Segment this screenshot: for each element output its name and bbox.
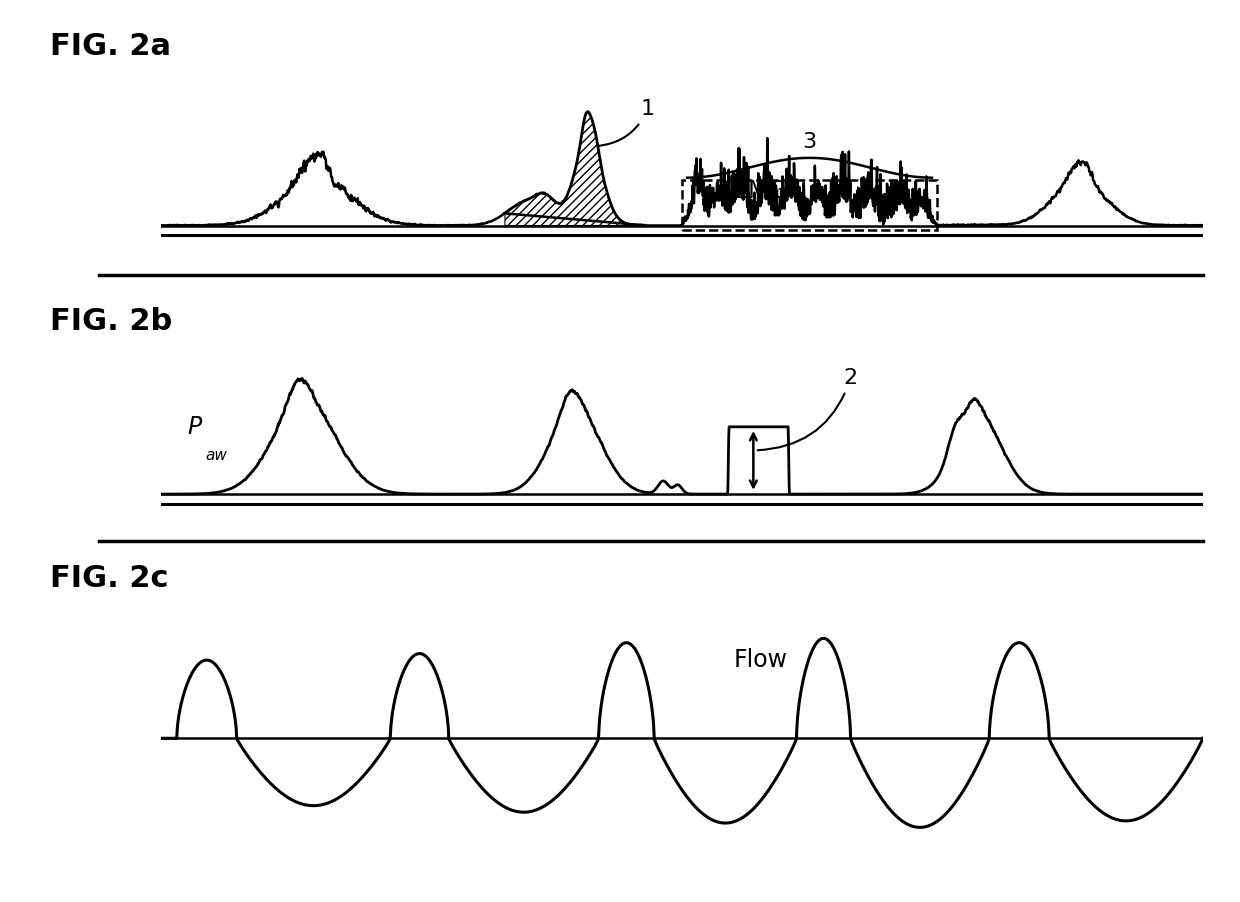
Bar (682, 180, 937, 230)
Text: aw: aw (205, 447, 227, 463)
Text: Flow: Flow (734, 648, 789, 672)
Text: FIG. 2c: FIG. 2c (50, 564, 169, 593)
Text: 1: 1 (599, 99, 655, 146)
Text: FIG. 2b: FIG. 2b (50, 307, 172, 336)
Text: 3: 3 (802, 133, 817, 152)
Text: 2: 2 (758, 368, 858, 450)
Text: EMG: EMG (734, 179, 787, 203)
Text: P: P (187, 415, 201, 439)
Text: FIG. 2a: FIG. 2a (50, 32, 171, 60)
